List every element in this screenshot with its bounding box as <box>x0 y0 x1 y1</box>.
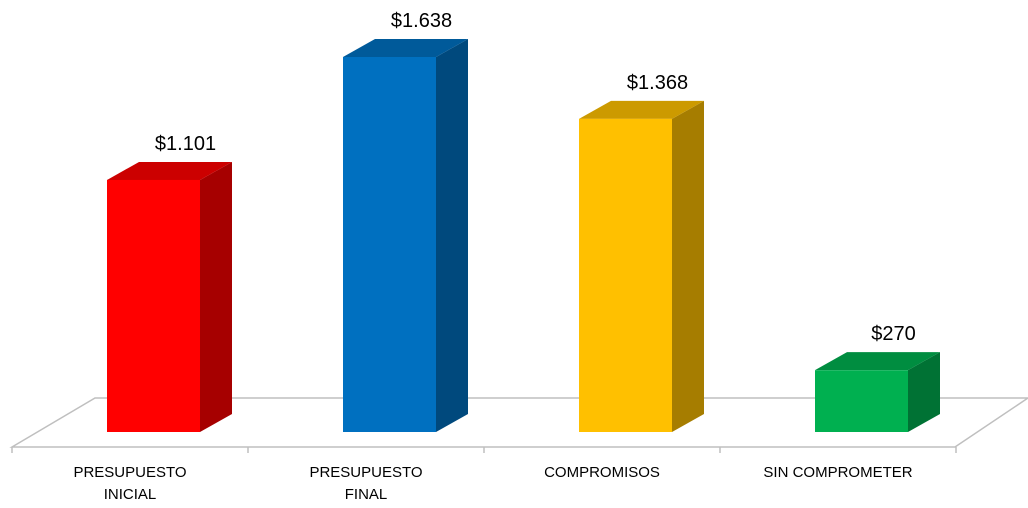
bar-top <box>107 161 232 180</box>
value-label: $1.101 <box>155 133 216 155</box>
x-tick-label: COMPROMISOS <box>544 464 660 481</box>
bar <box>815 352 940 432</box>
bar <box>343 39 468 432</box>
bar-top <box>815 352 940 371</box>
x-tick-label: SIN COMPROMETER <box>763 464 913 481</box>
value-label: $270 <box>871 323 916 345</box>
bar-side <box>672 100 704 433</box>
value-label: $1.368 <box>627 72 688 94</box>
bar-top <box>579 100 704 119</box>
bar-top <box>343 39 468 57</box>
floor <box>9 397 1028 448</box>
bar-front <box>579 118 672 433</box>
bar-side <box>436 39 468 432</box>
bar <box>107 161 232 432</box>
bar <box>579 100 704 433</box>
value-label: $1.638 <box>391 10 452 32</box>
x-tick-label: PRESUPUESTO FINAL <box>309 464 423 503</box>
bar-side <box>200 161 232 432</box>
x-tick-label: PRESUPUESTO INICIAL <box>73 464 187 503</box>
bar-side <box>908 352 940 432</box>
bar-front <box>815 370 908 432</box>
bar-front <box>107 179 200 432</box>
bar-front <box>343 57 436 432</box>
